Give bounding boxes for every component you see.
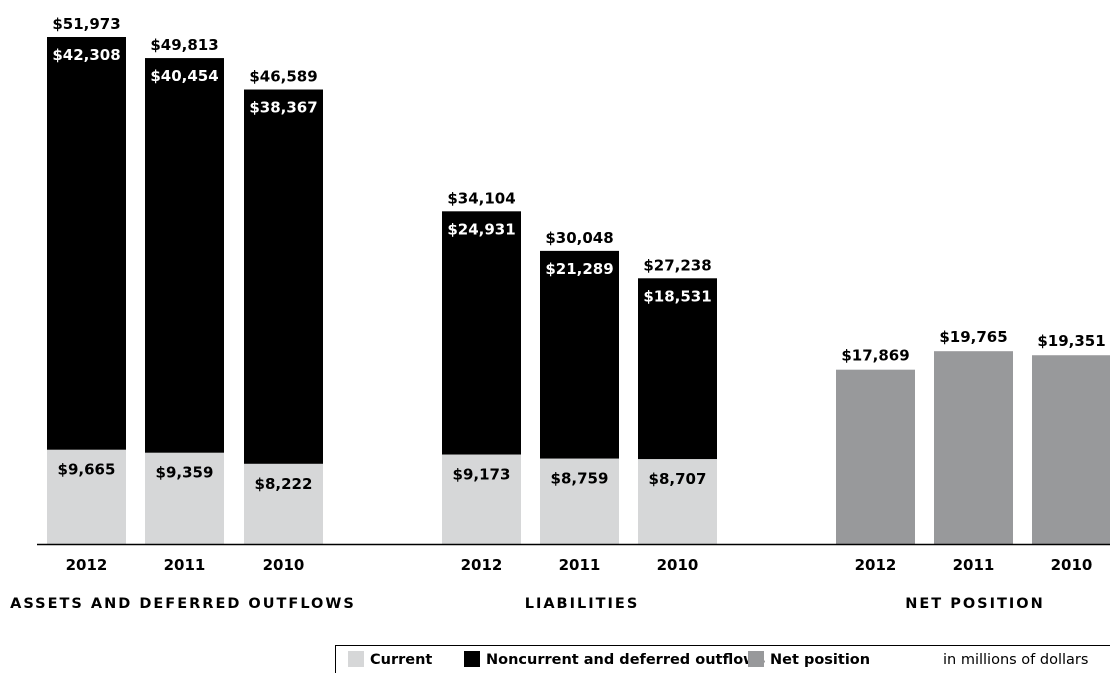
total-label: $49,813	[150, 36, 218, 54]
total-label: $19,765	[939, 328, 1007, 346]
legend-label: Noncurrent and deferred outflows	[486, 652, 765, 668]
bar-net-position-2010	[1032, 355, 1110, 544]
bar-noncurrent-liabilities-2010	[638, 278, 717, 460]
total-label: $51,973	[52, 15, 120, 33]
noncurrent-label: $42,308	[52, 46, 120, 64]
year-tick-label: 2011	[164, 556, 206, 574]
unit-note: in millions of dollars	[943, 652, 1088, 668]
noncurrent-label: $40,454	[150, 67, 218, 85]
current-label: $9,359	[156, 464, 214, 482]
total-label: $30,048	[545, 229, 613, 247]
year-tick-label: 2010	[1051, 556, 1093, 574]
bar-current-liabilities-2010	[638, 459, 717, 544]
bar-current-assets-2011	[145, 452, 224, 544]
year-tick-label: 2012	[461, 556, 503, 574]
legend-swatch-noncurrent	[464, 651, 480, 667]
year-tick-label: 2011	[953, 556, 995, 574]
legend: Current Noncurrent and deferred outflows N…	[335, 645, 1110, 673]
group-title: LIABILITIES	[525, 596, 640, 612]
bars-layer	[47, 37, 1110, 544]
year-tick-label: 2010	[263, 556, 305, 574]
noncurrent-label: $24,931	[447, 220, 515, 238]
noncurrent-label: $38,367	[249, 99, 317, 117]
total-label: $46,589	[249, 68, 317, 86]
bar-net-position-2012	[836, 369, 915, 544]
bar-noncurrent-assets-2010	[244, 89, 323, 464]
total-label: $19,351	[1037, 332, 1105, 350]
legend-swatch-current	[348, 651, 364, 667]
current-label: $8,759	[551, 470, 609, 488]
noncurrent-label: $21,289	[545, 260, 613, 278]
group-title: NET POSITION	[905, 596, 1045, 612]
bar-current-liabilities-2011	[540, 458, 619, 544]
current-label: $8,707	[649, 470, 707, 488]
bar-noncurrent-liabilities-2011	[540, 250, 619, 459]
legend-label: Net position	[770, 652, 870, 668]
bar-current-liabilities-2012	[442, 454, 521, 544]
group-title: ASSETS AND DEFERRED OUTFLOWS	[10, 596, 356, 612]
labels-layer: $51,973 $42,308 $9,665 2012 $49,813 $40,454 $9…	[10, 15, 1105, 612]
total-label: $27,238	[643, 256, 711, 274]
year-tick-label: 2012	[855, 556, 897, 574]
bar-current-assets-2010	[244, 463, 323, 544]
bar-current-assets-2012	[47, 449, 126, 544]
bar-noncurrent-assets-2011	[145, 58, 224, 453]
year-tick-label: 2010	[657, 556, 699, 574]
current-label: $9,173	[453, 466, 511, 484]
year-tick-label: 2011	[559, 556, 601, 574]
year-tick-label: 2012	[66, 556, 108, 574]
legend-label: Current	[370, 652, 432, 668]
noncurrent-label: $18,531	[643, 287, 711, 305]
bar-noncurrent-assets-2012	[47, 37, 126, 450]
current-label: $8,222	[255, 475, 313, 493]
bar-net-position-2011	[934, 351, 1013, 544]
bar-noncurrent-liabilities-2012	[442, 211, 521, 455]
current-label: $9,665	[58, 461, 116, 479]
total-label: $17,869	[841, 347, 909, 365]
total-label: $34,104	[447, 189, 515, 207]
legend-swatch-net-position	[748, 651, 764, 667]
